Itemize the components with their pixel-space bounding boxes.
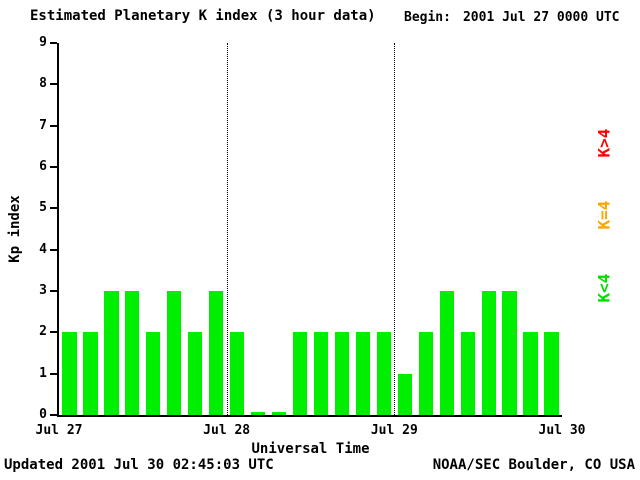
y-tick-mark: [50, 372, 57, 375]
y-tick-label: 5: [39, 200, 47, 216]
kp-bar: [209, 291, 224, 415]
y-tick-mark: [50, 83, 57, 86]
y-tick-label: 6: [39, 159, 47, 174]
plot-area: Kp index Jul 27 Jul 28 Jul 29 Jul 30 Uni…: [7, 35, 585, 457]
y-tick-mark: [50, 42, 57, 44]
y-tick-label: 1: [39, 365, 47, 381]
kp-bar: [271, 412, 287, 415]
kp-bar: [167, 291, 182, 415]
kp-bar: [292, 332, 308, 415]
legend-k-lt-4: K<4: [594, 273, 614, 303]
y-tick-mark: [50, 248, 57, 251]
begin-timestamp: Begin: 2001 Jul 27 0000 UTC: [404, 10, 620, 25]
x-tick-jul28: Jul 28: [203, 423, 251, 438]
kp-bar: [544, 332, 559, 415]
kp-bar: [230, 332, 245, 415]
kp-bar: [418, 332, 433, 415]
kp-bar: [334, 332, 350, 415]
legend-k-gt-4: K>4: [594, 128, 614, 158]
y-tick-label: 0: [39, 407, 47, 422]
y-tick-label: 2: [39, 324, 47, 340]
y-tick-label: 4: [39, 241, 47, 257]
kp-bar: [397, 373, 412, 415]
y-tick-label: 3: [39, 283, 47, 298]
day-divider-line: [394, 43, 396, 415]
kp-bar: [104, 291, 119, 415]
kp-bar: [523, 332, 538, 415]
kp-bar: [502, 291, 517, 415]
x-tick-jul30: Jul 30: [538, 423, 586, 438]
kp-bar: [460, 332, 475, 415]
y-tick-label: 9: [39, 35, 47, 50]
kp-bar: [62, 332, 77, 415]
y-tick-mark: [50, 124, 57, 127]
y-tick-mark: [50, 207, 57, 210]
legend-k-eq-4: K=4: [594, 200, 614, 230]
updated-timestamp: Updated 2001 Jul 30 02:45:03 UTC: [4, 457, 274, 473]
kp-bar: [250, 412, 266, 415]
chart-title: Estimated Planetary K index (3 hour data…: [30, 8, 376, 24]
x-tick-jul27: Jul 27: [35, 423, 83, 438]
kp-bar: [439, 291, 454, 415]
begin-value: 2001 Jul 27 0000 UTC: [462, 10, 620, 25]
y-tick-mark: [50, 166, 57, 168]
y-tick-label: 7: [39, 117, 47, 133]
x-axis-title: Universal Time: [251, 441, 370, 457]
day-divider-line: [226, 43, 228, 415]
y-tick-mark: [50, 414, 57, 416]
y-tick-mark: [50, 290, 57, 292]
y-tick-mark: [50, 331, 57, 334]
kp-bar: [125, 291, 140, 415]
kp-bar: [313, 332, 329, 415]
kp-bar: [481, 291, 496, 415]
y-tick-label: 8: [39, 76, 47, 92]
begin-label: Begin:: [404, 10, 451, 25]
kp-bar: [355, 332, 371, 415]
kp-bar: [188, 332, 203, 415]
kp-bar: [376, 332, 391, 415]
kp-bar: [83, 332, 98, 415]
credit-text: NOAA/SEC Boulder, CO USA: [432, 457, 635, 473]
kp-bar: [146, 332, 161, 415]
x-tick-jul29: Jul 29: [370, 423, 418, 438]
